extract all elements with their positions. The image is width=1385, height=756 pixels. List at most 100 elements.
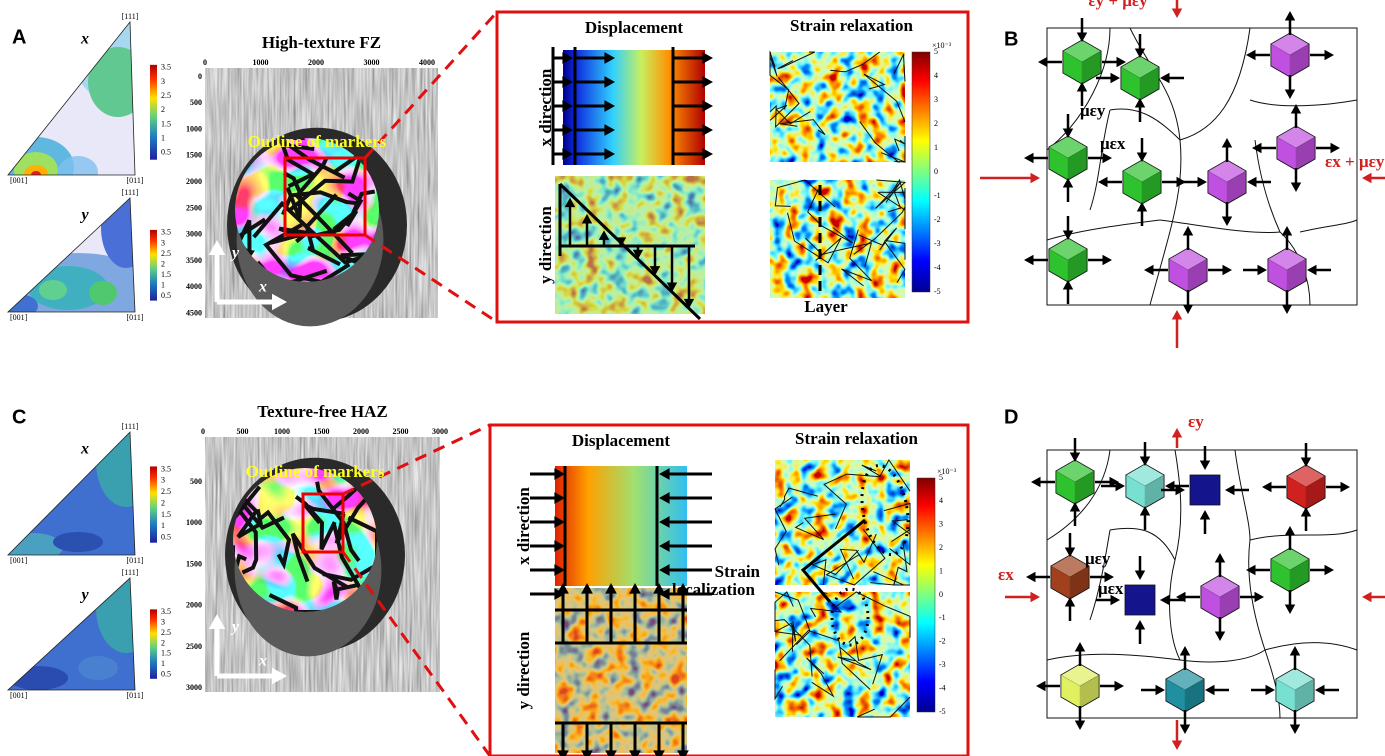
y-tick-label: 1500 (186, 559, 202, 568)
corner-label: [001] (10, 176, 28, 185)
colorbar-tick-label: 1.5 (161, 649, 171, 658)
colorbar-tick-label: -2 (934, 215, 941, 224)
contour (58, 156, 98, 188)
grain-map (235, 138, 379, 282)
colorbar-tick-label: 3 (934, 95, 938, 104)
panel-label: A (12, 26, 26, 48)
colorbar-tick-label: 3 (939, 520, 943, 529)
y-tick-label: 1000 (186, 518, 202, 527)
colorbar-tick-label: 5 (934, 47, 938, 56)
colorbar (150, 65, 157, 160)
strain-map (770, 180, 905, 298)
annotation: Strain (715, 562, 761, 581)
colorbar-tick-label: 5 (939, 473, 943, 482)
colorbar-tick-label: 3.5 (161, 464, 171, 473)
pole-axis-label: x (80, 31, 89, 48)
y-tick-label: 1500 (186, 151, 202, 160)
marker-label: Outline of markers (246, 462, 385, 481)
axis-label: x (258, 653, 267, 670)
colorbar-tick-label: -2 (939, 637, 946, 646)
corner-label: [011] (126, 176, 143, 185)
y-tick-label: 2000 (186, 177, 202, 186)
panel-label: C (12, 406, 26, 428)
arrow-head (1172, 428, 1182, 438)
strain-map (770, 52, 905, 162)
contour (101, 188, 151, 268)
page: Figure html, body { margin: 0; padding: … (0, 0, 1385, 756)
grain-map (233, 468, 377, 612)
arrow-head (1172, 9, 1182, 19)
y-tick-label: 4500 (186, 309, 202, 318)
axis-label: x (258, 279, 267, 296)
strain-label: μεy (1085, 549, 1111, 568)
colorbar-tick-label: 1 (939, 566, 943, 575)
arrow-head (1031, 173, 1041, 183)
colorbar-tick-label: -5 (934, 287, 941, 296)
corner-label: [111] (122, 568, 139, 577)
x-tick-label: 4000 (419, 58, 435, 67)
arrow-head (1031, 592, 1041, 602)
arrow-head (1285, 11, 1295, 21)
x-tick-label: 2000 (308, 58, 324, 67)
x-tick-label: 2000 (353, 427, 369, 436)
zoom-title: Strain relaxation (790, 16, 913, 35)
schematic (980, 0, 1385, 348)
arrow-head (1031, 477, 1041, 487)
y-tick-label: 3000 (186, 230, 202, 239)
colorbar-tick-label: 2 (161, 259, 165, 268)
contour (78, 656, 118, 680)
row-label: x direction (536, 68, 555, 146)
x-tick-label: 2500 (393, 427, 409, 436)
contour (53, 532, 103, 552)
colorbar-tick-label: 2.5 (161, 91, 171, 100)
colorbar-tick-label: 2.5 (161, 249, 171, 258)
arrow-head (1282, 305, 1292, 315)
colorbar (150, 230, 157, 301)
arrow-head (1075, 721, 1085, 731)
y-tick-label: 2500 (186, 203, 202, 212)
colorbar-tick-label: 1 (161, 280, 165, 289)
arrow-head (1024, 255, 1034, 265)
corner-label: [011] (126, 556, 143, 565)
colorbar-tick-label: -4 (934, 263, 941, 272)
colorbar-tick-label: 2 (934, 119, 938, 128)
row-label: y direction (536, 206, 555, 284)
annotation: Layer (804, 297, 848, 316)
zoom-title: Displacement (585, 18, 684, 37)
pole-figure (0, 188, 158, 333)
strain-label: μεx (1100, 134, 1126, 153)
arrow-head (1038, 57, 1048, 67)
arrow-head (1026, 572, 1036, 582)
colorbar-tick-label: -1 (934, 191, 941, 200)
pole-axis-label: y (79, 587, 89, 604)
arrow-head (1183, 305, 1193, 315)
zoom-title: Displacement (572, 431, 671, 450)
y-tick-label: 500 (190, 98, 202, 107)
colorbar-tick-label: 2 (161, 105, 165, 114)
colorbar-tick-label: 0.5 (161, 533, 171, 542)
arrow-head (1172, 741, 1182, 751)
y-tick-label: 4000 (186, 282, 202, 291)
panel-label: B (1004, 28, 1018, 50)
colorbar (917, 478, 935, 712)
strain-map (775, 460, 910, 585)
pole-axis-label: y (79, 207, 89, 224)
grain-cube (1125, 585, 1155, 615)
load-label: εx + μεy (1325, 152, 1385, 171)
load-label: εy + μεy (1088, 0, 1148, 10)
schematic (1005, 428, 1385, 750)
displacement-map (555, 588, 687, 753)
arrow-head (1290, 725, 1300, 735)
x-tick-label: 1500 (314, 427, 330, 436)
colorbar-tick-label: -4 (939, 683, 946, 692)
arrow-head (1362, 173, 1372, 183)
x-tick-label: 3000 (364, 58, 380, 67)
corner-label: [001] (10, 556, 28, 565)
colorbar-tick-label: 2 (939, 543, 943, 552)
corner-label: [111] (122, 188, 139, 197)
colorbar-tick-label: 0.5 (161, 669, 171, 678)
zoom-panel (497, 12, 968, 322)
annotation: localization (672, 580, 756, 599)
arrow-head (1024, 153, 1034, 163)
colorbar-tick-label: 1 (934, 143, 938, 152)
